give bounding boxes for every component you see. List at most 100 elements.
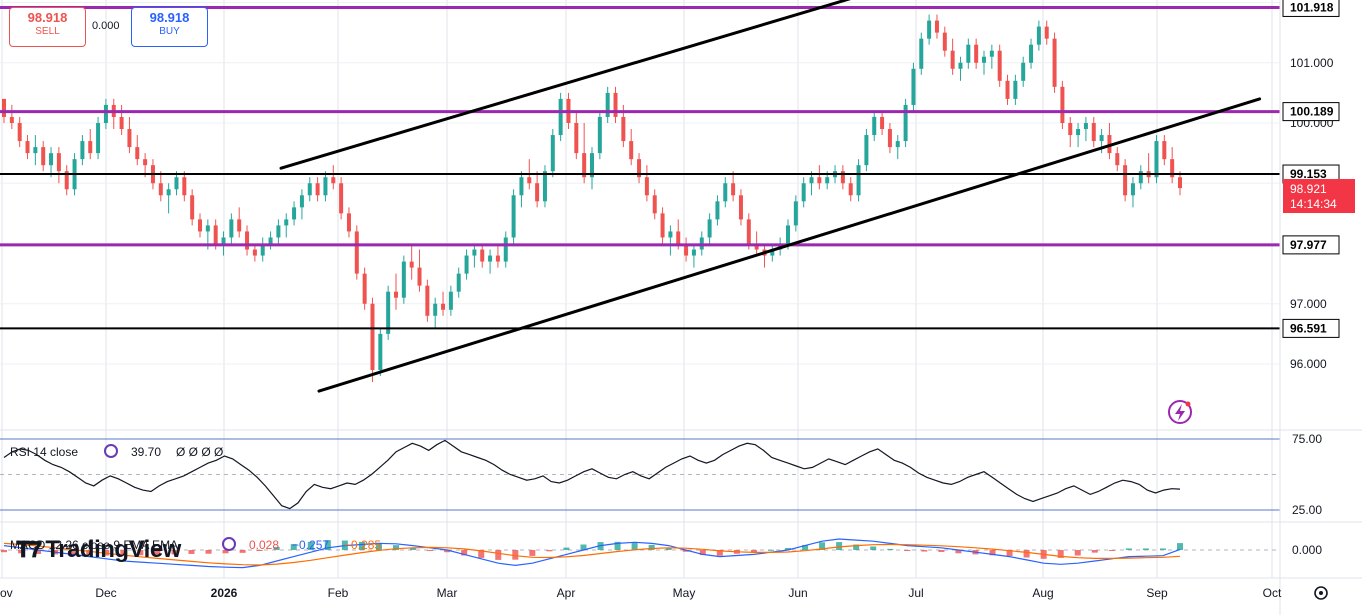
candle <box>464 249 469 280</box>
candle-body <box>934 20 939 33</box>
macd-histogram-bar <box>222 550 229 554</box>
trendline-1 <box>317 97 1262 393</box>
candle-body <box>503 237 508 262</box>
candle <box>856 159 861 202</box>
price-tick-label: 96.000 <box>1290 357 1327 371</box>
candle <box>362 267 367 310</box>
candle-body <box>1154 141 1159 178</box>
candle <box>1154 135 1159 184</box>
candle-body <box>221 237 226 244</box>
candle <box>158 171 163 202</box>
candle-body <box>213 225 218 244</box>
buy-price: 98.918 <box>149 10 190 25</box>
candle <box>339 177 344 220</box>
sell-label: SELL <box>35 26 60 37</box>
candle <box>1115 147 1120 172</box>
candle-body <box>237 219 242 232</box>
candle-body <box>1083 123 1088 130</box>
candle <box>574 110 579 160</box>
candle-body <box>848 183 853 196</box>
candle <box>1021 56 1026 87</box>
candle <box>974 38 979 69</box>
candle <box>96 116 101 160</box>
candle <box>597 110 602 160</box>
time-tick-label: Nov <box>0 586 13 600</box>
candle <box>127 116 132 154</box>
candle <box>715 195 720 226</box>
alert-icon-ring <box>1168 400 1192 424</box>
buy-button[interactable]: 98.918 BUY <box>131 7 208 47</box>
signal-line <box>3 542 1181 566</box>
macd-histogram-bar <box>239 550 246 553</box>
candle-body <box>825 177 830 184</box>
candle <box>558 92 563 142</box>
candle <box>245 225 250 256</box>
rsi-extras: Ø Ø Ø Ø <box>176 445 223 459</box>
macd-histogram-bar <box>290 544 297 550</box>
macd-histogram-bar <box>358 541 365 550</box>
candle-body <box>96 123 101 154</box>
candle <box>49 147 54 178</box>
macd-histogram-bar <box>904 550 911 551</box>
candle-body <box>386 291 391 334</box>
macd-histogram-bar <box>120 550 127 556</box>
candle <box>997 44 1002 87</box>
candle <box>190 189 195 226</box>
candle-body <box>17 123 22 142</box>
candle <box>386 285 391 340</box>
candle-body <box>245 231 250 250</box>
macd-histogram-bar <box>86 550 93 556</box>
candle-body <box>1178 177 1182 189</box>
time-tick-label: Apr <box>557 586 576 600</box>
macd-histogram-bar <box>614 541 621 550</box>
candle <box>848 177 853 202</box>
macd-histogram-bar <box>836 542 843 550</box>
candle-body <box>746 219 751 244</box>
level-tag-text: 97.977 <box>1290 238 1327 252</box>
macd-histogram-bar <box>495 550 502 560</box>
candle-body <box>292 207 297 220</box>
candle-body <box>1115 153 1120 166</box>
candle-body <box>276 225 281 238</box>
macd-histogram-bar <box>427 550 434 551</box>
time-tick-label: Feb <box>328 586 349 600</box>
macd-histogram-bar <box>1 550 7 553</box>
macd-histogram-bar <box>648 544 655 550</box>
candle <box>668 225 673 256</box>
macd-histogram-bar <box>785 548 791 550</box>
macd-histogram-bar <box>273 546 280 550</box>
time-tick-label: Oct <box>1263 586 1282 600</box>
tradingview-logo: 𝐓𝟕 TradingView <box>16 536 181 564</box>
macd-histogram-bar <box>938 550 945 552</box>
candle <box>346 207 351 238</box>
candle-body <box>966 44 971 63</box>
macd-histogram-bar <box>444 550 451 553</box>
candle-body <box>637 159 642 178</box>
candle <box>166 183 171 214</box>
candle-body <box>660 213 665 238</box>
candle <box>56 147 61 184</box>
macd-histogram-bar <box>819 542 826 550</box>
candle <box>378 327 383 377</box>
candle-body <box>315 183 320 196</box>
last-price-box <box>1283 179 1355 214</box>
candle-body <box>723 183 728 202</box>
candle <box>880 110 885 136</box>
macd-histogram-bar <box>1006 550 1013 556</box>
candle-body <box>801 183 806 202</box>
candle-body <box>668 231 673 238</box>
candle <box>472 243 477 268</box>
candle <box>1123 159 1128 202</box>
macd-histogram-bar <box>137 550 144 556</box>
gear-icon <box>1314 586 1328 600</box>
candle <box>64 165 69 196</box>
candle-body <box>1021 62 1026 81</box>
candle <box>958 56 963 81</box>
level-tag: 99.153 <box>1282 164 1340 184</box>
candle-body <box>394 291 398 298</box>
candle <box>299 189 304 220</box>
candle <box>441 291 446 316</box>
macd-histogram-bar <box>69 550 76 555</box>
sell-button[interactable]: 98.918 SELL <box>9 7 86 47</box>
